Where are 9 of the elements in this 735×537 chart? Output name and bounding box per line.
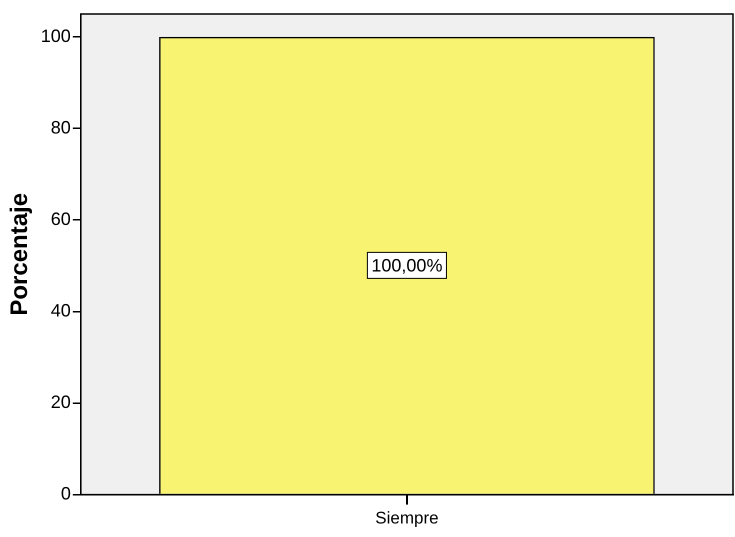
data-label: 100,00%	[371, 255, 442, 276]
y-tick-label: 40	[50, 300, 71, 320]
y-tick-label: 20	[50, 392, 71, 412]
y-tick-label: 0	[60, 484, 71, 504]
y-tick-label: 60	[50, 208, 71, 229]
x-tick-label: Siempre	[375, 508, 439, 528]
y-tick-label: 100	[40, 26, 71, 46]
y-axis-title: Porcentaje	[6, 192, 34, 316]
y-tick-label: 80	[50, 117, 71, 138]
